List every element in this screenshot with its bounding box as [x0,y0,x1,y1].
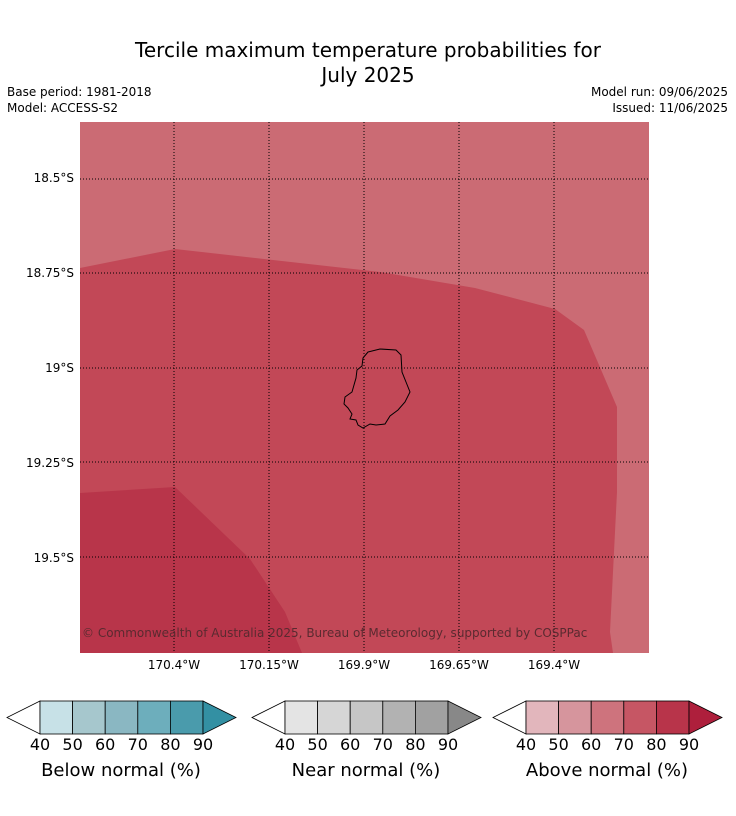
colorbar-below-cell [39,700,73,735]
colorbar-near-cell [414,700,449,735]
colorbar-near-cell [349,700,384,735]
colorbar-above-over [688,700,723,735]
colorbar-below-tick: 70 [127,735,148,754]
colorbar-below-tick: 50 [62,735,83,754]
colorbar-near-tick: 90 [437,735,459,754]
island-outline [343,348,411,429]
colorbar-above-tick: 80 [646,735,667,754]
model-run: Model run: 09/06/2025 [590,85,728,99]
lon-label-170-4: 170.4°W [147,658,201,672]
colorbar-below-tick: 90 [192,735,214,754]
colorbar-above-tick: 60 [581,735,602,754]
colorbar-above-tick: 40 [515,735,537,754]
colorbar-below-label: Below normal (%) [41,760,201,781]
lat-label-19-5: 19.5°S [33,551,74,565]
colorbar-near-tick: 70 [372,735,393,754]
colorbar-near-tick: 80 [405,735,426,754]
gridlines [80,122,649,653]
lat-label-19: 19°S [45,361,74,375]
issued-date: Issued: 11/06/2025 [612,101,728,115]
lon-label-169-65: 169.65°W [429,658,489,672]
title-line-2: July 2025 [321,63,415,87]
colorbar-above-tick: 90 [678,735,700,754]
colorbar-below [6,700,237,735]
title-line-1: Tercile maximum temperature probabilitie… [135,38,601,62]
colorbar-near-tick: 60 [340,735,361,754]
lon-label-169-4: 169.4°W [527,658,581,672]
colorbar-above-cell [525,700,559,735]
colorbar-below-tick: 40 [29,735,51,754]
colorbar-below-over [202,700,237,735]
colorbar-near-cell [382,700,416,735]
copyright-text: © Commonwealth of Australia 2025, Bureau… [82,626,587,640]
colorbar-below-tick: 80 [160,735,181,754]
colorbar-near [251,700,482,735]
lat-label-18-75: 18.75°S [26,266,74,280]
probability-map: © Commonwealth of Australia 2025, Bureau… [80,122,649,653]
zone-80-90 [80,487,302,653]
lon-label-170-15: 170.15°W [239,658,299,672]
colorbar-near-tick: 40 [274,735,296,754]
colorbar-above-tick: 70 [613,735,634,754]
colorbar-below-cell [169,700,204,735]
base-period: Base period: 1981-2018 [7,85,152,99]
colorbar-above-cell [623,700,657,735]
colorbar-below-tick: 60 [95,735,116,754]
lat-label-18-5: 18.5°S [33,171,74,185]
colorbar-below-cell [72,700,106,735]
lon-label-169-9: 169.9°W [337,658,391,672]
colorbar-above-cell [590,700,625,735]
model-name: Model: ACCESS-S2 [7,101,119,115]
colorbar-above-tick: 50 [548,735,569,754]
lat-label-19-25: 19.25°S [26,456,74,470]
meta-right: Model run: 09/06/2025 Issued: 11/06/2025 [591,84,728,116]
colorbar-near-cell [317,700,351,735]
colorbar-below-cell [137,700,171,735]
colorbar-below-under [6,700,41,735]
colorbar-above [492,700,723,735]
colorbar-near-tick: 50 [307,735,328,754]
colorbar-above-cell [558,700,592,735]
colorbar-below-cell [104,700,139,735]
colorbar-near-under [251,700,286,735]
colorbar-above-under [492,700,527,735]
map-title: Tercile maximum temperature probabilitie… [0,38,736,88]
meta-left: Base period: 1981-2018 Model: ACCESS-S2 [7,84,152,116]
colorbar-above-label: Above normal (%) [525,760,689,781]
colorbar-near-cell [284,700,318,735]
colorbar-near-label: Near normal (%) [291,760,441,781]
colorbar-above-cell [655,700,690,735]
colorbar-near-over [447,700,482,735]
